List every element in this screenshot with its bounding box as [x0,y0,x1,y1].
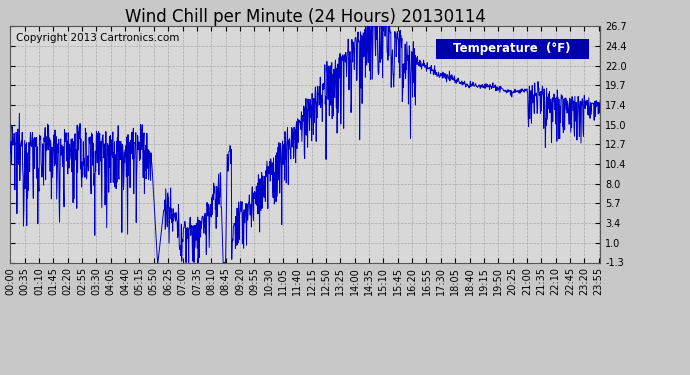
Title: Wind Chill per Minute (24 Hours) 20130114: Wind Chill per Minute (24 Hours) 2013011… [125,8,486,26]
FancyBboxPatch shape [435,38,589,59]
Text: Temperature  (°F): Temperature (°F) [453,42,571,55]
Text: Copyright 2013 Cartronics.com: Copyright 2013 Cartronics.com [17,33,179,44]
